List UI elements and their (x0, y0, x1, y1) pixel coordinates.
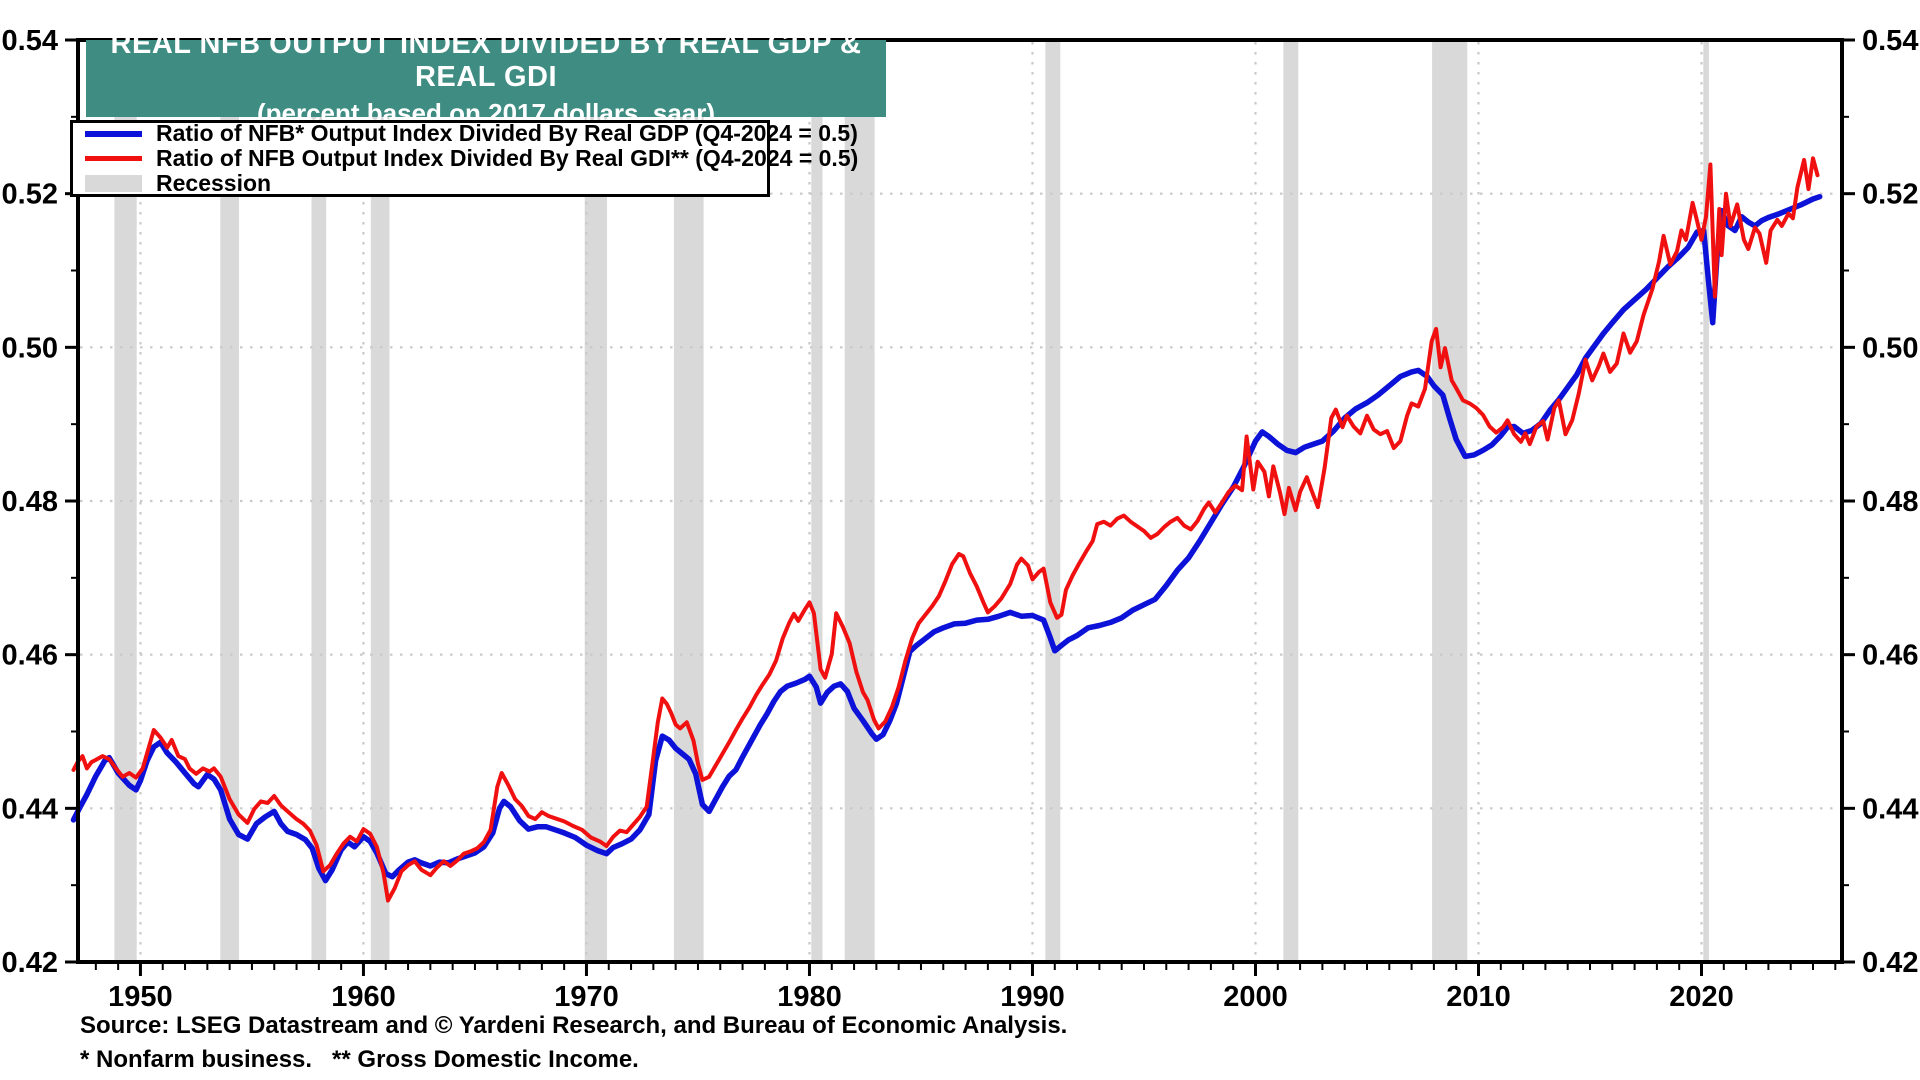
y-axis-label-right: 0.48 (1862, 486, 1918, 518)
x-axis-label: 1960 (331, 981, 396, 1013)
y-axis-label-right: 0.50 (1862, 332, 1918, 364)
legend-item-recession: Recession (85, 170, 767, 196)
recession-band (220, 40, 239, 962)
recession-band (114, 40, 137, 962)
recession-band (844, 40, 875, 962)
x-axis-label: 1990 (1000, 981, 1065, 1013)
x-axis-label: 2000 (1223, 981, 1288, 1013)
y-axis-label-right: 0.44 (1862, 793, 1918, 825)
gdi-line-swatch-icon (85, 156, 142, 161)
y-axis-label-right: 0.42 (1862, 947, 1918, 979)
recession-band (1045, 40, 1061, 962)
y-axis-label-left: 0.54 (2, 25, 58, 57)
legend-item-gdp: Ratio of NFB* Output Index Divided By Re… (85, 120, 858, 146)
chart-title: REAL NFB OUTPUT INDEX DIVIDED BY REAL GD… (110, 28, 862, 93)
recession-band (311, 40, 327, 962)
recession-band (1703, 40, 1709, 962)
recession-band (811, 40, 823, 962)
source-text: Source: LSEG Datastream and © Yardeni Re… (80, 1012, 1068, 1039)
x-axis-label: 2020 (1669, 981, 1734, 1013)
y-axis-label-left: 0.46 (2, 640, 58, 672)
legend-label-gdp: Ratio of NFB* Output Index Divided By Re… (156, 120, 858, 146)
footnote-text: * Nonfarm business. ** Gross Domestic In… (80, 1046, 639, 1073)
chart-title-box: REAL NFB OUTPUT INDEX DIVIDED BY REAL GD… (86, 28, 886, 128)
gdp-ratio-line (70, 193, 1823, 884)
recession-swatch-icon (85, 175, 142, 192)
y-axis-label-right: 0.54 (1862, 25, 1918, 57)
recession-band (584, 40, 607, 962)
x-axis-label: 1980 (777, 981, 842, 1013)
y-axis-label-left: 0.50 (2, 332, 58, 364)
plot-border (76, 38, 1844, 964)
y-axis-label-left: 0.44 (2, 793, 58, 825)
y-axis-label-left: 0.42 (2, 947, 58, 979)
x-axis-label: 1950 (108, 981, 173, 1013)
y-axis-label-right: 0.46 (1862, 640, 1918, 672)
x-axis-label: 1970 (554, 981, 619, 1013)
legend-item-gdi: Ratio of NFB Output Index Divided By Rea… (85, 145, 858, 171)
y-axis-label-left: 0.52 (2, 179, 58, 211)
y-axis-label-right: 0.52 (1862, 179, 1918, 211)
y-axis-label-left: 0.48 (2, 486, 58, 518)
gdi-ratio-line (71, 156, 1820, 903)
x-axis-label: 2010 (1446, 981, 1511, 1013)
legend-label-recession: Recession (156, 170, 272, 196)
legend-label-gdi: Ratio of NFB Output Index Divided By Rea… (156, 145, 859, 171)
gdp-line-swatch-icon (85, 130, 142, 137)
legend: Ratio of NFB* Output Index Divided By Re… (70, 120, 858, 197)
